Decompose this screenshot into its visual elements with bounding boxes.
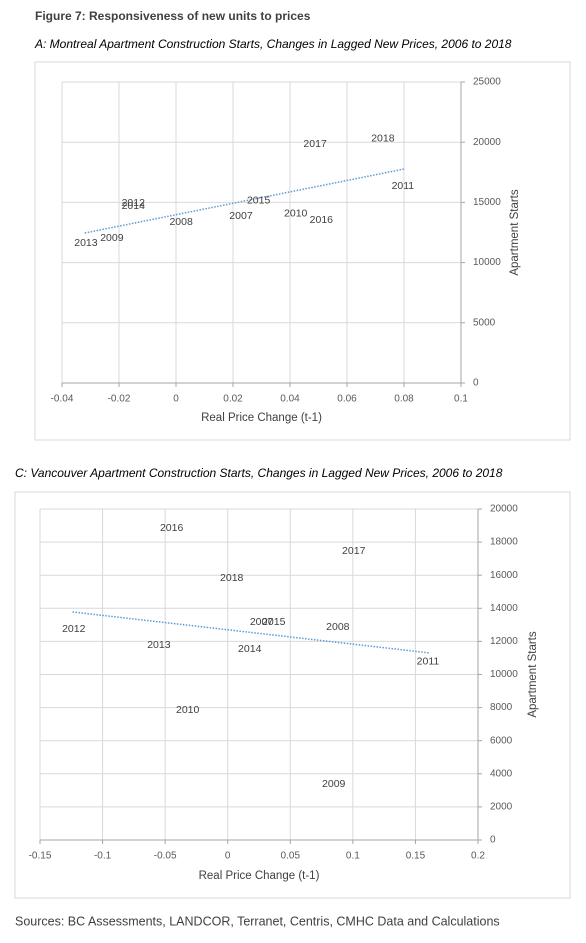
point-label: 2016 bbox=[310, 214, 334, 226]
x-axis-label: Real Price Change (t-1) bbox=[199, 870, 320, 882]
source-note: Sources: BC Assessments, LANDCOR, Terran… bbox=[15, 914, 500, 928]
y-tick-label: 18000 bbox=[490, 537, 518, 548]
x-tick-label: -0.05 bbox=[154, 851, 177, 862]
y-tick-label: 14000 bbox=[490, 603, 518, 614]
x-tick-label: 0.04 bbox=[280, 394, 300, 405]
x-axis-label: Real Price Change (t-1) bbox=[201, 412, 322, 424]
point-label: 2008 bbox=[326, 621, 350, 633]
y-tick-label: 10000 bbox=[473, 257, 501, 268]
y-tick-label: 25000 bbox=[473, 77, 501, 88]
y-axis-label: Apartment Starts bbox=[527, 631, 539, 718]
point-label: 2017 bbox=[303, 138, 327, 150]
chart-title: A: Montreal Apartment Construction Start… bbox=[34, 37, 512, 51]
point-label: 2007 bbox=[229, 210, 253, 222]
y-tick-label: 5000 bbox=[473, 317, 496, 328]
point-label: 2013 bbox=[147, 639, 171, 651]
y-axis-label: Apartment Starts bbox=[509, 189, 521, 276]
x-tick-label: 0.1 bbox=[346, 851, 360, 862]
point-label: 2012 bbox=[62, 623, 86, 635]
x-tick-label: 0.05 bbox=[281, 851, 301, 862]
trendline bbox=[84, 168, 405, 234]
point-label: 2007 bbox=[250, 616, 274, 628]
x-tick-label: -0.15 bbox=[29, 851, 52, 862]
y-tick-label: 4000 bbox=[490, 768, 513, 779]
point-label: 2010 bbox=[176, 704, 200, 716]
x-tick-label: -0.02 bbox=[108, 394, 131, 405]
x-tick-label: 0 bbox=[225, 851, 231, 862]
y-tick-label: 0 bbox=[473, 378, 479, 389]
point-label: 2012 bbox=[122, 197, 146, 209]
chart-title: C: Vancouver Apartment Construction Star… bbox=[15, 466, 503, 480]
y-tick-label: 2000 bbox=[490, 802, 513, 813]
point-label: 2011 bbox=[417, 656, 440, 668]
chart-frame bbox=[14, 491, 571, 899]
x-tick-label: -0.04 bbox=[51, 394, 74, 405]
point-label: 2016 bbox=[160, 522, 184, 534]
figure-title: Figure 7: Responsiveness of new units to… bbox=[35, 9, 311, 23]
point-label: 2018 bbox=[371, 133, 395, 145]
point-label: 2013 bbox=[74, 237, 98, 249]
point-label: 2008 bbox=[169, 216, 193, 228]
x-tick-label: 0.15 bbox=[406, 851, 426, 862]
point-label: 2015 bbox=[247, 195, 271, 207]
y-tick-label: 16000 bbox=[490, 570, 518, 581]
point-label: 2018 bbox=[220, 572, 244, 584]
x-tick-label: 0.1 bbox=[454, 394, 468, 405]
y-tick-label: 10000 bbox=[490, 669, 518, 680]
point-label: 2011 bbox=[392, 180, 415, 192]
x-tick-label: 0.02 bbox=[223, 394, 243, 405]
point-label: 2015 bbox=[262, 616, 286, 628]
y-tick-label: 12000 bbox=[490, 636, 518, 647]
point-label: 2009 bbox=[322, 778, 346, 790]
x-tick-label: 0.08 bbox=[394, 394, 414, 405]
point-label: 2010 bbox=[284, 208, 308, 220]
x-tick-label: 0 bbox=[173, 394, 179, 405]
point-label: 2014 bbox=[238, 643, 262, 655]
y-tick-label: 8000 bbox=[490, 702, 513, 713]
y-tick-label: 20000 bbox=[490, 504, 518, 515]
y-tick-label: 15000 bbox=[473, 197, 501, 208]
y-tick-label: 0 bbox=[490, 835, 496, 846]
point-label: 2009 bbox=[100, 232, 124, 244]
x-tick-label: 0.06 bbox=[337, 394, 357, 405]
point-label: 2014 bbox=[122, 200, 146, 212]
y-tick-label: 6000 bbox=[490, 735, 513, 746]
x-tick-label: -0.1 bbox=[94, 851, 112, 862]
y-tick-label: 20000 bbox=[473, 137, 501, 148]
chart-frame bbox=[34, 61, 571, 441]
point-label: 2017 bbox=[342, 545, 366, 557]
x-tick-label: 0.2 bbox=[471, 851, 485, 862]
